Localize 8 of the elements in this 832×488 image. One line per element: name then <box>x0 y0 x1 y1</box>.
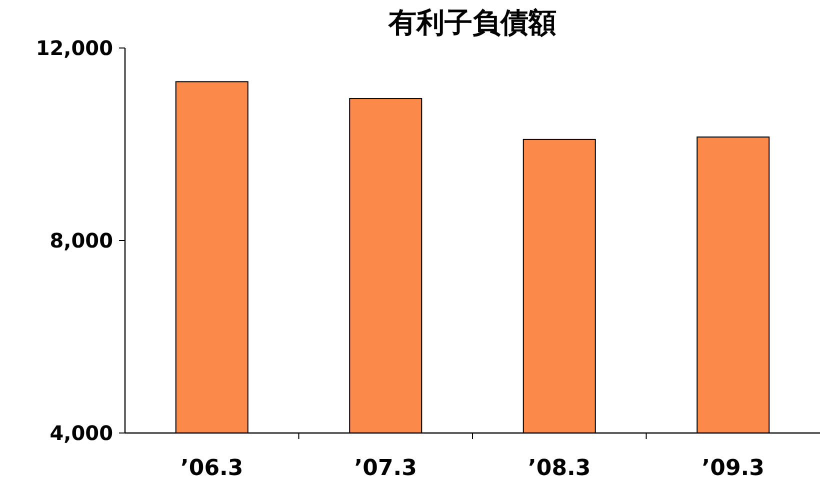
x-tick-label: ’07.3 <box>354 456 417 481</box>
x-tick-label: ’08.3 <box>528 456 591 481</box>
y-tick-label: 12,000 <box>36 36 113 60</box>
x-tick-label: ’09.3 <box>702 456 764 481</box>
y-tick-label: 4,000 <box>50 421 113 445</box>
y-tick-label: 8,000 <box>50 228 113 252</box>
chart-title: 有利子負債額 <box>388 6 556 39</box>
x-tick-label: ’06.3 <box>180 456 244 481</box>
